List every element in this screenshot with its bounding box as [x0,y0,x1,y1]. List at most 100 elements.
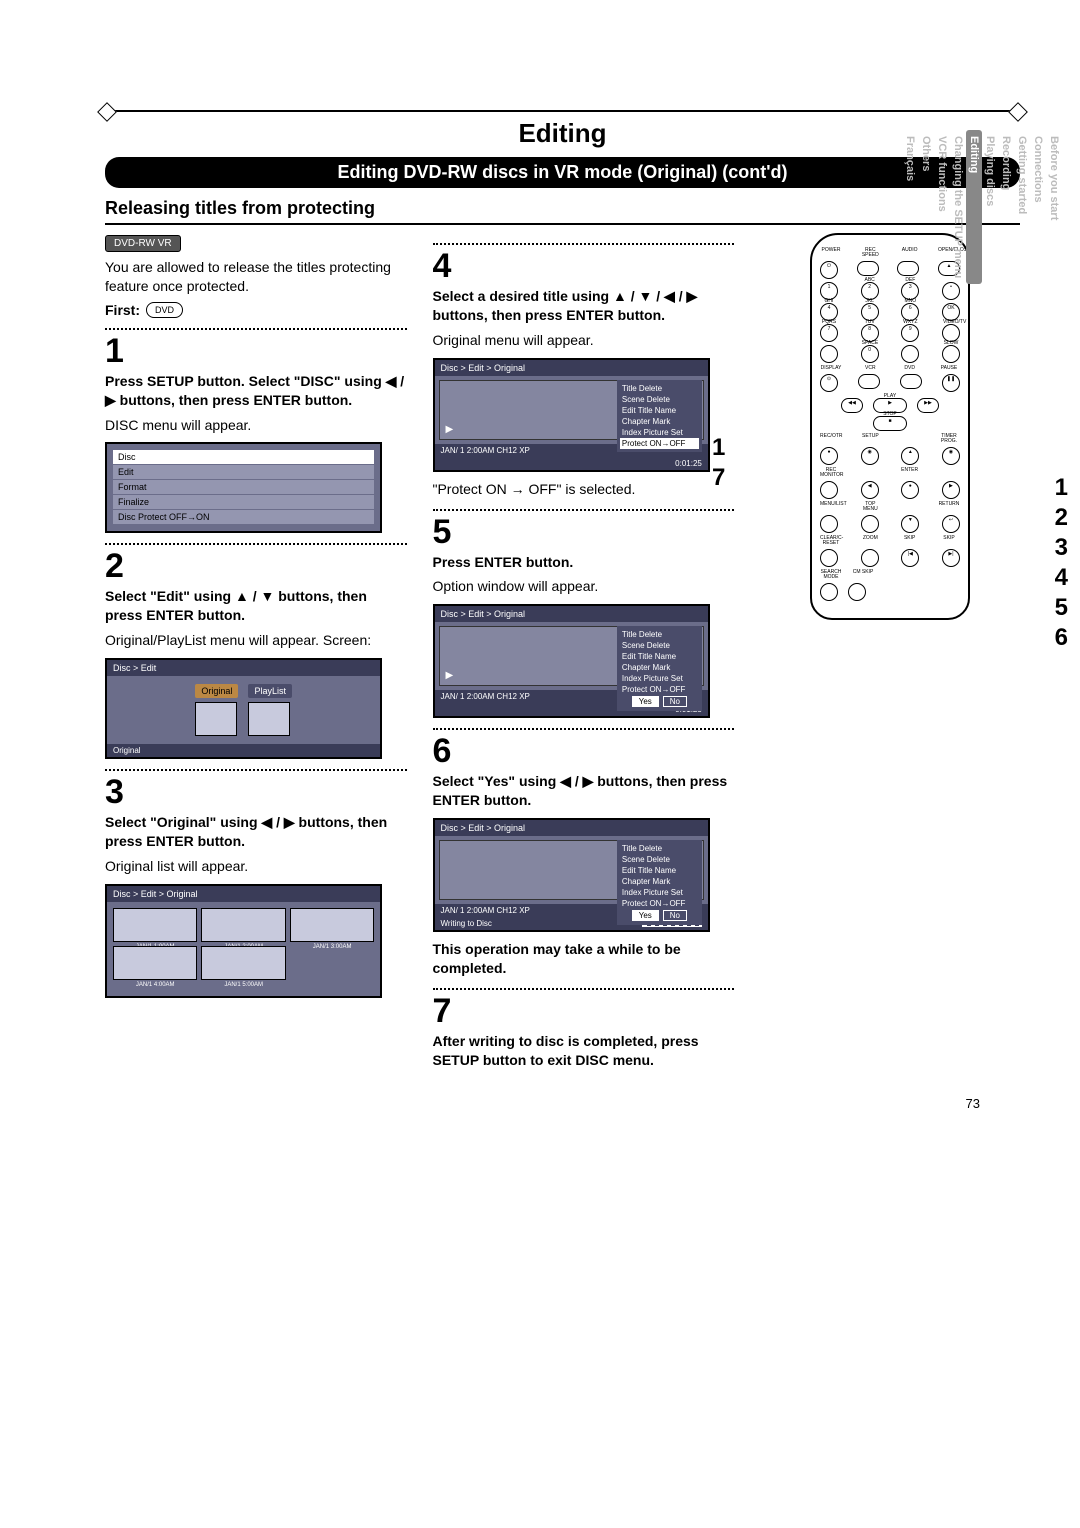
pause-button[interactable]: ❚❚ [942,374,960,392]
step-3-plain: Original list will appear. [105,857,407,876]
return-button[interactable]: ↩ [942,515,960,533]
numpad-button[interactable]: • [942,282,960,300]
left-button[interactable]: ◀ [861,481,879,499]
disc-menu-header: Disc [113,450,374,464]
step-7-num: 7 [433,994,735,1028]
step-4-bold: Select a desired title using ▲ / ▼ / ◀ /… [433,287,735,325]
dots [105,328,407,330]
step-3-bold: Select "Original" using ◀ / ▶ buttons, t… [105,813,407,851]
side-tabs: Before you startConnectionsGetting start… [902,130,1062,284]
dots [105,769,407,771]
side-tab: Before you start [1046,130,1062,284]
dvd-button[interactable] [900,374,922,389]
first-row: First: DVD [105,302,407,318]
step-3-num: 3 [105,775,407,809]
subtitle: Releasing titles from protecting [105,198,1020,225]
dots [433,728,735,730]
disc-menu-item: Format [113,480,374,494]
numpad-button[interactable]: 7PQRS [820,324,838,342]
section-bar: Editing DVD-RW discs in VR mode (Origina… [105,157,1020,188]
timer-button[interactable]: ◉ [942,447,960,465]
title-menu-screen-1: Disc > Edit > Original ▶ Title Delete Sc… [433,358,710,472]
side-tab: Changing the SETUP menu [950,130,966,284]
title-side-menu: Title Delete Scene Delete Edit Title Nam… [617,626,702,711]
column-right: 1 7 1 2 3 4 5 6 POWER REC SPEED AUDIO OP… [760,233,1020,620]
side-tab: Others [918,130,934,284]
play-icon: ▶ [446,424,454,435]
power-button[interactable]: ⏻ [820,261,838,279]
step-1-num: 1 [105,334,407,368]
step-2-plain: Original/PlayList menu will appear. Scre… [105,631,407,650]
recmon-button[interactable] [820,481,838,499]
step-4-plain: Original menu will appear. [433,331,735,350]
side-tab: Playing discs [982,130,998,284]
title-thumb: JAN/1 2:00AM [201,908,285,942]
title-thumb: JAN/1 1:00AM [113,908,197,942]
rec-button[interactable]: ● [820,447,838,465]
title-menu-screen-2: Disc > Edit > Original ▶ Title Delete Sc… [433,604,710,718]
step-4-num: 4 [433,249,735,283]
edit-menu-footer: Original [113,746,141,755]
right-button[interactable]: ▶ [942,481,960,499]
searchmode-button[interactable] [820,583,838,601]
clear-button[interactable] [820,549,838,567]
title-thumb: JAN/1 3:00AM [290,908,374,942]
step-7-bold: After writing to disc is completed, pres… [433,1032,735,1070]
side-tab: Editing [966,130,982,284]
step-5-num: 5 [433,515,735,549]
zoom-button[interactable] [861,549,879,567]
page-title: Editing [105,118,1020,149]
edit-menu-screen: Disc > Edit Original PlayList Original [105,658,382,759]
numpad-button[interactable]: SLOW [942,345,960,363]
dvd-icon: DVD [146,302,183,318]
title-thumb: JAN/1 4:00AM [113,946,197,980]
rew-button[interactable]: ◀◀ [841,398,863,413]
side-tab: VCR functions [934,130,950,284]
column-left: DVD-RW VR You are allowed to release the… [105,233,407,1006]
menulist-button[interactable] [820,515,838,533]
numpad-button[interactable]: 0SPACE [861,345,879,363]
numpad-button[interactable] [820,345,838,363]
step-6-note: This operation may take a while to be co… [433,940,735,978]
disc-menu-item: Edit [113,465,374,479]
side-tab: Connections [1030,130,1046,284]
dots [433,988,735,990]
side-tab: Recording [998,130,1014,284]
edit-menu-header: Disc > Edit [107,660,380,676]
title-menu-screen-3: Disc > Edit > Original Title Delete Scen… [433,818,710,932]
fwd-button[interactable]: ▶▶ [917,398,939,413]
first-label: First: [105,302,140,318]
step-5-plain: Option window will appear. [433,577,735,596]
numpad-button[interactable] [901,345,919,363]
stop-button[interactable]: STOP■ [873,416,907,431]
remote-control: POWER REC SPEED AUDIO OPEN/CLOSE ⏻ ▲ 12A… [810,233,970,620]
disc-menu-item: Disc Protect OFF→ON [113,510,374,524]
cmskip-button[interactable] [848,583,866,601]
orig-list-header: Disc > Edit > Original [107,886,380,902]
numpad-button[interactable]: 9WXYZ [901,324,919,342]
side-tab: Getting started [1014,130,1030,284]
setup-button[interactable]: ◉ [861,447,879,465]
down-button[interactable]: ▼ [901,515,919,533]
vcr-button[interactable] [858,374,880,389]
display-button[interactable]: ⊙ [820,374,838,392]
skipfwd-button[interactable]: ▶| [942,549,960,567]
disc-menu-item: Finalize [113,495,374,509]
step-6-num: 6 [433,734,735,768]
page-number: 73 [105,1096,1020,1111]
skipback-button[interactable]: |◀ [901,549,919,567]
step-5-bold: Press ENTER button. [433,553,735,572]
step-6-bold: Select "Yes" using ◀ / ▶ buttons, then p… [433,772,735,810]
up-button[interactable]: ▲ [901,447,919,465]
step-2-num: 2 [105,549,407,583]
title-side-menu: Title Delete Scene Delete Edit Title Nam… [617,840,702,925]
dots [105,543,407,545]
recspeed-button[interactable] [857,261,879,276]
step-2-bold: Select "Edit" using ▲ / ▼ buttons, then … [105,587,407,625]
enter-button[interactable]: ● [901,481,919,499]
original-tab: Original [195,684,238,736]
dots [433,243,735,245]
column-middle: 4 Select a desired title using ▲ / ▼ / ◀… [433,233,735,1076]
topmenu-button[interactable] [861,515,879,533]
original-list-screen: Disc > Edit > Original JAN/1 1:00AM JAN/… [105,884,382,998]
